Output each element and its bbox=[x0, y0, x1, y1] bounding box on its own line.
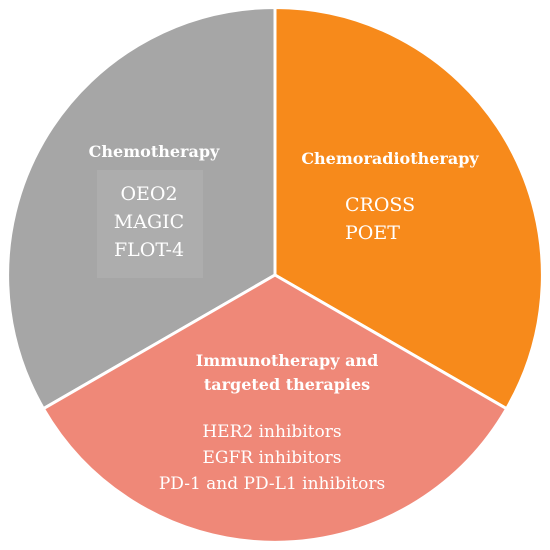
chemoradiotherapy-item-1: CROSS bbox=[345, 194, 415, 216]
chemoradiotherapy-item-2: POET bbox=[345, 222, 400, 244]
immunotherapy-item-3: PD-1 and PD-L1 inhibitors bbox=[159, 474, 385, 494]
segment-chemoradiotherapy bbox=[273, 5, 544, 411]
immunotherapy-title-line-1: Immunotherapy and bbox=[196, 351, 379, 370]
immunotherapy-title-line-2: targeted therapies bbox=[204, 375, 370, 394]
chemotherapy-item-3: FLOT-4 bbox=[114, 239, 184, 261]
chemotherapy-title: Chemotherapy bbox=[89, 142, 220, 161]
immunotherapy-item-2: EGFR inhibitors bbox=[203, 448, 342, 468]
chemotherapy-item-2: MAGIC bbox=[114, 211, 184, 233]
immunotherapy-item-1: HER2 inhibitors bbox=[202, 422, 341, 442]
chemotherapy-items-box bbox=[97, 170, 203, 278]
segment-immunotherapy bbox=[41, 273, 509, 544]
chemoradiotherapy-title: Chemoradiotherapy bbox=[301, 149, 479, 168]
chemotherapy-item-1: OEO2 bbox=[120, 183, 177, 205]
